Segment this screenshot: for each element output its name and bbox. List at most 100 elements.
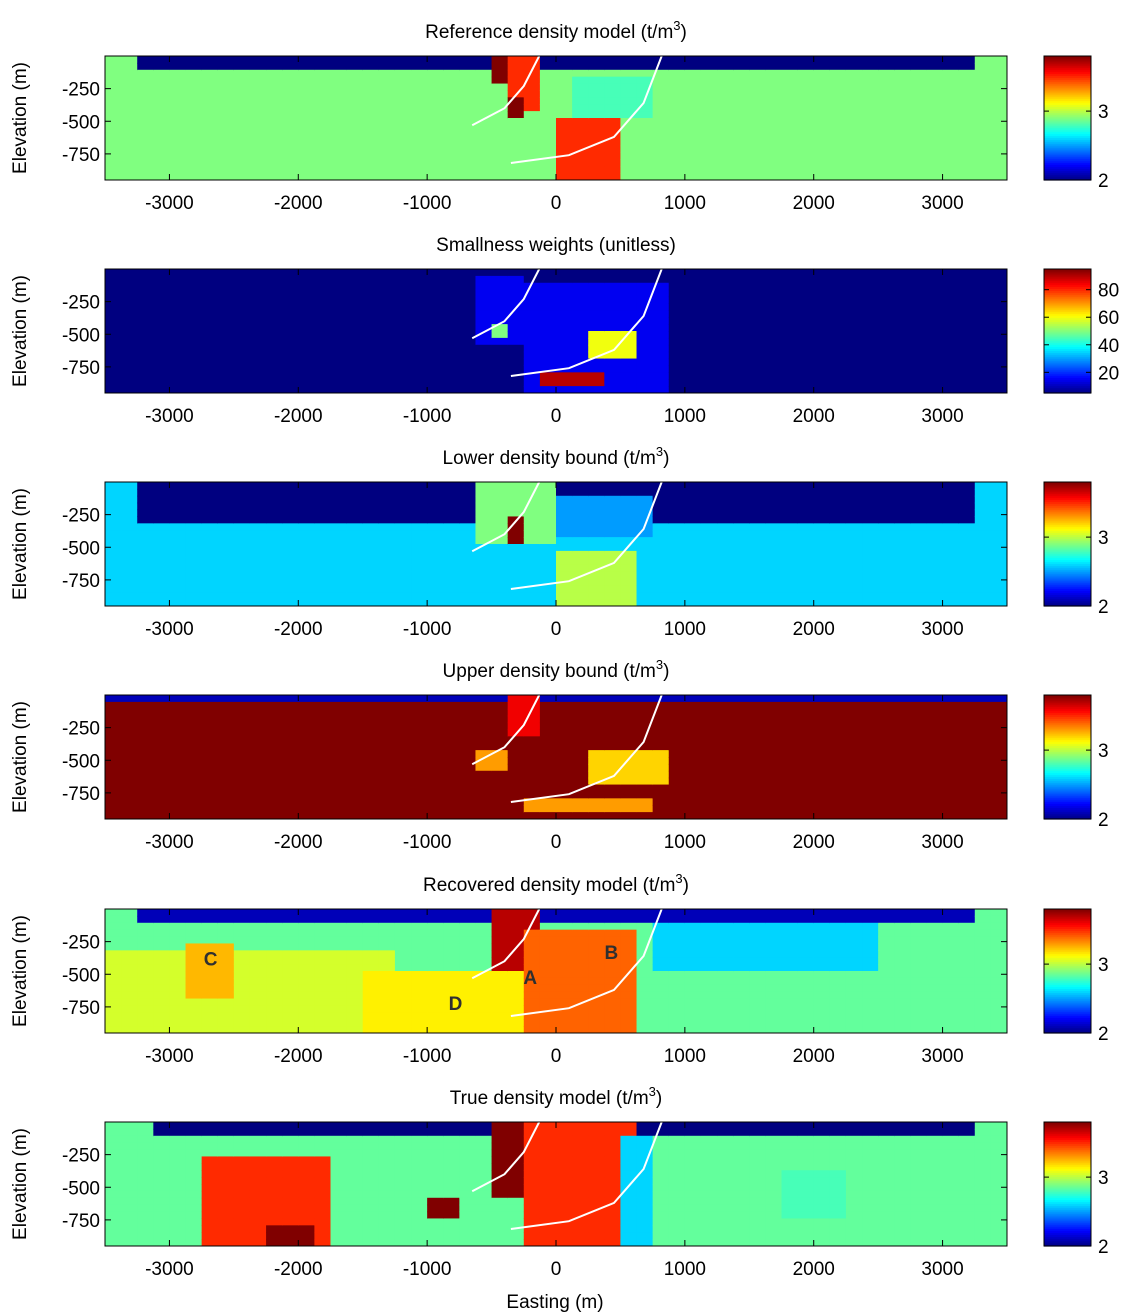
heatmap-cell (878, 83, 895, 92)
heatmap-cell (942, 763, 960, 772)
heatmap-cell (797, 275, 815, 284)
heatmap-cell (411, 372, 428, 380)
heatmap-cell (749, 585, 766, 593)
heatmap-cell (829, 488, 847, 497)
heatmap-cell (765, 523, 783, 531)
heatmap-cell (588, 303, 605, 311)
heatmap-cell (201, 159, 219, 167)
heatmap-cell (894, 482, 911, 490)
heatmap-cell (378, 488, 396, 497)
heatmap-cell (958, 166, 976, 174)
heatmap-cell (523, 488, 541, 497)
heatmap-cell (556, 736, 573, 744)
heatmap-cell (411, 701, 428, 710)
heatmap-cell (652, 282, 670, 291)
heatmap-cell (153, 1012, 171, 1020)
heatmap-cell (346, 69, 364, 78)
heatmap-cell (475, 1012, 493, 1020)
heatmap-cell (910, 269, 928, 277)
heatmap-cell (507, 351, 525, 360)
heatmap-cell (620, 118, 638, 126)
heatmap-cell (330, 530, 348, 538)
heatmap-cell (958, 757, 976, 765)
heatmap-cell (217, 131, 235, 140)
heatmap-cell (169, 111, 187, 119)
heatmap-cell (620, 599, 638, 606)
heatmap-cell (266, 310, 283, 318)
colorbar-swatch (1044, 772, 1091, 776)
heatmap-cell (539, 715, 557, 724)
heatmap-cell (298, 56, 315, 64)
heatmap-cell (926, 777, 944, 786)
heatmap-cell (282, 386, 299, 393)
heatmap-cell (910, 372, 928, 380)
heatmap-cell (636, 296, 654, 305)
heatmap-cell (459, 998, 477, 1007)
heatmap-cell (330, 736, 348, 744)
colorbar-swatch (1044, 69, 1091, 73)
heatmap-cell (572, 502, 589, 511)
heatmap-cell (781, 592, 799, 600)
heatmap-cell (330, 998, 348, 1007)
colorbar-swatch (1044, 505, 1091, 508)
heatmap-cell (845, 708, 863, 717)
heatmap-cell (878, 337, 895, 346)
heatmap-cell (507, 296, 525, 305)
heatmap-cell (829, 571, 847, 580)
heatmap-cell (749, 310, 766, 318)
heatmap-cell (717, 578, 734, 586)
heatmap-cell (153, 971, 171, 979)
heatmap-cell (298, 599, 315, 606)
heatmap-cell (829, 90, 847, 98)
heatmap-cell (443, 722, 460, 731)
heatmap-cell (620, 331, 638, 339)
heatmap-cell (717, 599, 734, 606)
colorbar-swatch (1044, 483, 1091, 487)
heatmap-cell (346, 365, 364, 373)
heatmap-cell (990, 509, 1007, 518)
heatmap-cell (491, 62, 509, 71)
heatmap-cell (829, 138, 847, 147)
heatmap-cell (990, 159, 1007, 167)
heatmap-cell (539, 282, 557, 291)
heatmap-cell (684, 599, 702, 606)
heatmap-cell (942, 173, 960, 180)
heatmap-cell (636, 303, 654, 311)
heatmap-cell (523, 592, 541, 600)
heatmap-cell (878, 358, 895, 367)
heatmap-cell (700, 784, 718, 793)
heatmap-cell (314, 145, 332, 154)
heatmap-cell (121, 365, 138, 373)
heatmap-cell (668, 578, 686, 586)
heatmap-cell (185, 544, 203, 552)
heatmap-cell (668, 757, 686, 765)
heatmap-cell (459, 964, 477, 972)
heatmap-cell (926, 509, 944, 518)
heatmap-cell (926, 76, 944, 85)
heatmap-cell (169, 770, 187, 779)
heatmap-cell (523, 943, 541, 951)
heatmap-cell (153, 372, 171, 380)
heatmap-cell (394, 592, 412, 600)
heatmap-cell (523, 743, 541, 751)
heatmap-cell (314, 269, 332, 277)
heatmap-cell (942, 83, 960, 92)
heatmap-cell (684, 750, 702, 758)
heatmap-cell (878, 708, 895, 717)
colorbar-swatch (1044, 503, 1091, 506)
heatmap-cell (620, 111, 638, 119)
heatmap-cell (314, 915, 332, 924)
panel-title-sup: 3 (656, 657, 663, 672)
heatmap-cell (942, 791, 960, 799)
heatmap-cell (539, 950, 557, 958)
heatmap-cell (459, 386, 477, 393)
heatmap-cell (233, 337, 251, 346)
heatmap-cell (201, 152, 219, 160)
heatmap-cell (459, 90, 477, 98)
heatmap-cell (700, 386, 718, 393)
heatmap-cell (749, 56, 766, 64)
heatmap-cell (378, 812, 396, 819)
heatmap-cell (894, 358, 911, 367)
heatmap-cell (378, 358, 396, 367)
heatmap-cell (942, 770, 960, 779)
